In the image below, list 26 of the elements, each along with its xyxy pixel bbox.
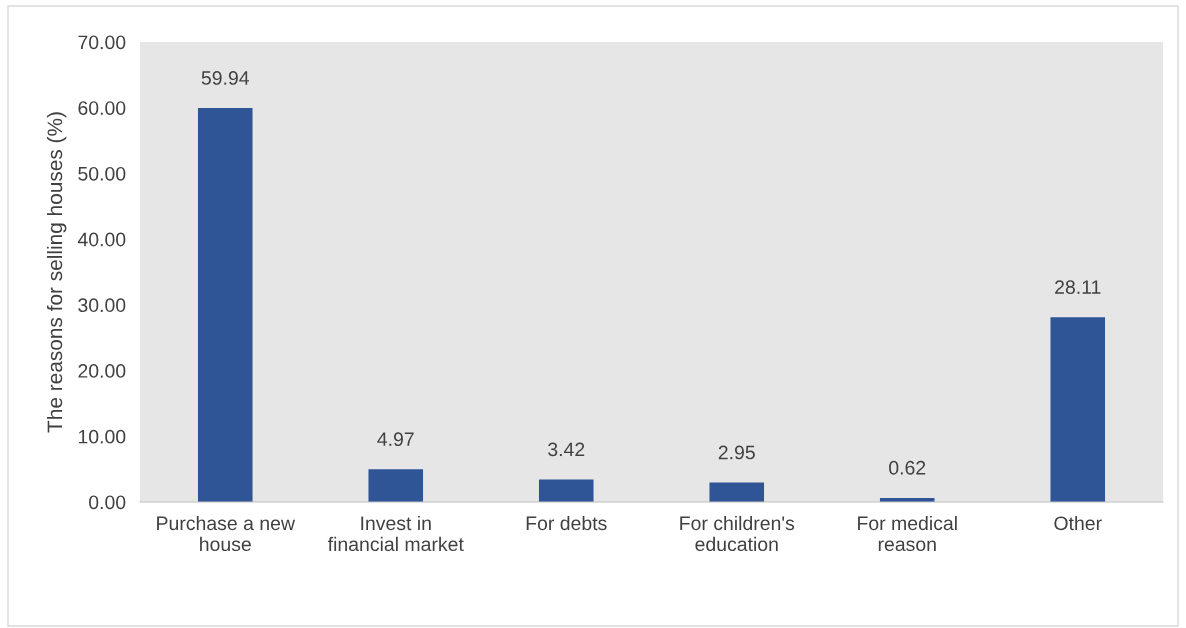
data-label: 4.97 — [377, 432, 414, 447]
y-tick-label: 70.00 — [78, 35, 126, 50]
y-tick-label: 60.00 — [78, 101, 126, 115]
bar — [709, 482, 765, 502]
data-label: 2.95 — [718, 445, 755, 460]
x-tick-label: For medical reason — [858, 515, 957, 552]
data-label: 0.62 — [889, 460, 926, 475]
y-tick-label: 20.00 — [78, 364, 126, 378]
bar — [538, 479, 594, 502]
x-tick-label: For debts — [526, 515, 607, 531]
data-label: 28.11 — [1055, 280, 1101, 294]
data-label: 3.42 — [548, 442, 585, 457]
x-tick-label: Purchase a new house — [157, 515, 296, 552]
y-axis-title: The reasons for selling houses (%) — [46, 112, 67, 433]
y-tick-label: 50.00 — [78, 166, 126, 181]
bar — [368, 469, 424, 502]
data-label: 59.94 — [201, 71, 250, 85]
y-tick-label: 30.00 — [78, 298, 126, 313]
y-tick-label: 0.00 — [89, 495, 126, 510]
x-tick-label: Invest in financial market — [327, 515, 464, 552]
y-tick-label: 40.00 — [77, 232, 126, 247]
bar — [1050, 317, 1106, 502]
bar — [197, 108, 253, 502]
x-tick-label: For children's education — [680, 515, 795, 552]
x-tick-label: Other — [1054, 515, 1102, 531]
y-tick-label: 10.00 — [78, 429, 126, 444]
